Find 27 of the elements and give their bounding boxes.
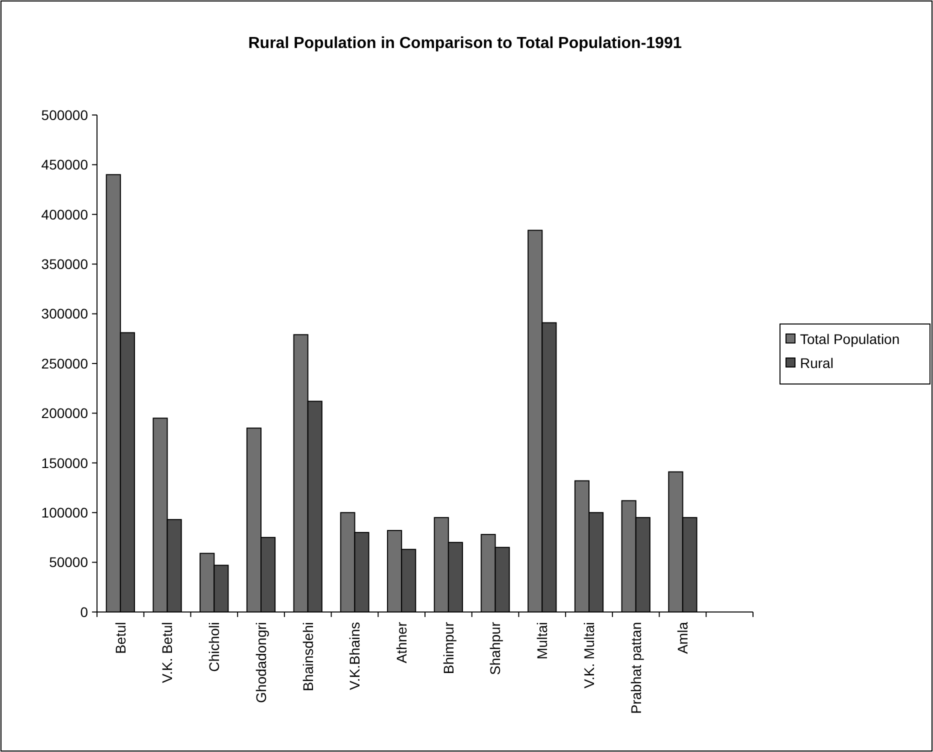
y-tick-label: 200000	[41, 405, 88, 422]
x-tick-label: Prabhat pattan	[628, 622, 644, 714]
legend-label: Rural	[800, 354, 834, 371]
x-tick-label: V.K. Multai	[580, 622, 597, 688]
legend-label: Total Population	[800, 330, 900, 347]
x-tick-label: V.K.Bhains	[346, 622, 363, 690]
x-tick-label: Bhimpur	[440, 622, 456, 674]
y-tick-label: 300000	[41, 306, 88, 322]
x-tick-label: Athner	[393, 622, 410, 664]
y-tick-label: 100000	[41, 504, 88, 520]
x-tick-label: Shahpur	[487, 622, 504, 675]
y-tick-label: 350000	[41, 256, 88, 272]
y-tick-label: 0	[80, 604, 88, 620]
y-tick-label: 400000	[41, 206, 88, 222]
y-tick-label: 50000	[49, 554, 88, 570]
chart-title: Rural Population in Comparison to Total Population-1991	[248, 35, 682, 52]
y-tick-label: 150000	[41, 454, 88, 471]
x-tick-label: Amla	[674, 622, 691, 654]
y-tick-label: 450000	[41, 156, 88, 173]
x-tick-label: Ghodadongri	[252, 622, 269, 703]
x-tick-label: Chicholi	[206, 622, 222, 672]
x-tick-label: Betul	[112, 622, 128, 654]
y-tick-label: 250000	[41, 355, 88, 372]
x-tick-label: Bhainsdehi	[300, 622, 316, 692]
x-tick-label: Multai	[534, 622, 550, 660]
x-tick-label: V.K. Betul	[159, 622, 176, 683]
y-tick-label: 500000	[41, 106, 88, 123]
